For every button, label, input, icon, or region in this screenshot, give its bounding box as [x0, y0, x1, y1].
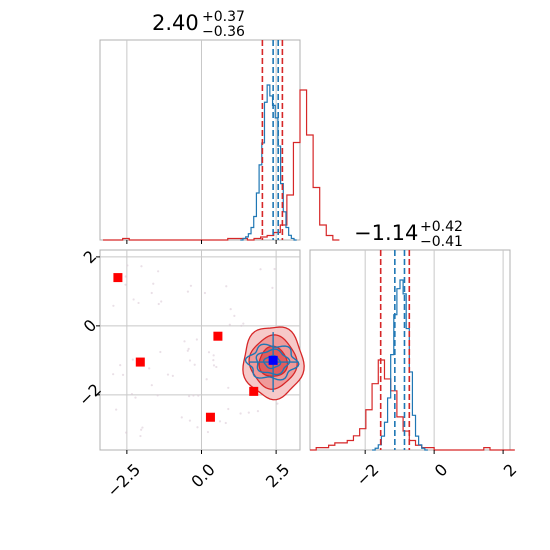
joint-sample-point [247, 411, 250, 414]
joint-sample-point [115, 408, 118, 411]
joint-sample-point [187, 347, 190, 350]
joint-sample-point [141, 426, 144, 429]
joint-sample-point [186, 349, 189, 352]
joint-sample-point [203, 291, 207, 295]
joint-sample-point [124, 283, 127, 286]
joint-sample-point [276, 402, 279, 405]
joint-sample-point [132, 298, 135, 301]
joint-sample-point [225, 285, 228, 288]
x-marginal-histogram-red [102, 89, 340, 241]
joint-sample-point [189, 284, 193, 287]
y-marginal-tick-label: −2 [352, 460, 382, 490]
joint-sample-point [196, 426, 199, 429]
joint-sample-point [157, 270, 160, 273]
joint-sample-point [227, 407, 230, 411]
joint-sample-point [119, 364, 122, 367]
joint-sample-point [140, 265, 143, 268]
joint-sample-point [215, 365, 218, 369]
joint-x-tick-label: 0.0 [187, 460, 218, 491]
joint-sample-point [166, 373, 170, 376]
joint-sample-point [224, 421, 227, 425]
y-marginal-histogram-blue [372, 279, 428, 451]
y-marginal-tick-label: 2 [500, 460, 521, 481]
joint-sample-point [134, 396, 137, 399]
joint-sample-point [131, 358, 134, 361]
joint-sample-point [212, 359, 215, 362]
x-marginal-histogram-blue [240, 84, 297, 241]
joint-red-square-marker [205, 412, 215, 422]
joint-sample-point [186, 290, 190, 293]
joint-sample-point [195, 338, 198, 341]
joint-sample-point [112, 373, 115, 376]
y-marginal-title-minus: −0.41 [420, 234, 463, 250]
joint-sample-point [121, 373, 125, 376]
joint-sample-point [188, 359, 192, 362]
joint-sample-point [139, 434, 142, 438]
joint-sample-point [242, 322, 245, 325]
joint-sample-point [193, 363, 196, 366]
joint-sample-point [259, 268, 262, 271]
y-marginal-tick-label: 0 [431, 460, 452, 481]
x-marginal-title-minus: −0.36 [202, 24, 245, 40]
joint-sample-point [218, 420, 222, 423]
joint-sample-point [150, 384, 153, 387]
joint-red-square-marker [213, 331, 223, 341]
joint-sample-point [126, 264, 129, 267]
joint-sample-point [207, 351, 211, 354]
x-marginal-panel: 2.40 +0.37 −0.36 [99, 9, 340, 244]
joint-sample-point [160, 300, 163, 303]
joint-sample-point [206, 430, 210, 434]
x-marginal-title-plus: +0.37 [202, 9, 245, 25]
x-marginal-frame [99, 39, 301, 241]
joint-sample-point [171, 374, 174, 377]
joint-sample-point [150, 291, 153, 295]
joint-sample-point [137, 301, 140, 305]
joint-sample-point [159, 350, 162, 354]
joint-sample-point [256, 410, 260, 413]
joint-red-square-marker [135, 357, 145, 367]
joint-sample-point [183, 340, 186, 343]
joint-sample-point [188, 419, 192, 422]
joint-sample-point [112, 304, 115, 307]
joint-sample-point [125, 431, 128, 434]
joint-x-tick-label: −2.5 [103, 460, 144, 501]
joint-sample-point [273, 267, 276, 271]
joint-sample-point [228, 323, 231, 326]
joint-sample-point [240, 324, 243, 327]
joint-red-square-marker [249, 386, 259, 396]
joint-sample-point [148, 367, 151, 370]
joint-sample-point [212, 364, 216, 367]
joint-x-tick-label: 2.5 [262, 460, 293, 491]
joint-sample-point [192, 394, 195, 397]
joint-blue-square-marker [268, 355, 278, 365]
joint-blue-contour-outer [244, 343, 300, 381]
joint-red-square-marker [113, 273, 123, 283]
joint-sample-point [180, 416, 183, 419]
joint-sample-point [229, 307, 232, 311]
joint-sample-point [157, 302, 160, 306]
joint-sample-point [239, 412, 242, 415]
y-marginal-panel: −2 0 2 −1.14 +0.42 −0.41 [309, 219, 521, 490]
joint-sample-point [140, 428, 143, 431]
joint-sample-point [227, 386, 230, 389]
y-marginal-title-value: −1.14 [354, 221, 418, 245]
joint-sample-point [205, 378, 208, 381]
joint-sample-point [130, 393, 134, 396]
joint-sample-point [271, 286, 274, 289]
y-marginal-histogram-red [310, 359, 515, 451]
joint-sample-point [197, 394, 200, 397]
joint-panel: −2.5 0.0 2.520−2 [75, 247, 305, 501]
joint-sample-point [233, 314, 236, 318]
x-marginal-title-value: 2.40 [152, 11, 199, 35]
joint-sample-point [156, 394, 159, 397]
joint-sample-point [187, 395, 191, 398]
joint-sample-point [212, 354, 215, 357]
y-marginal-title-plus: +0.42 [420, 219, 463, 235]
joint-sample-point [124, 275, 127, 278]
joint-sample-point [152, 282, 155, 285]
